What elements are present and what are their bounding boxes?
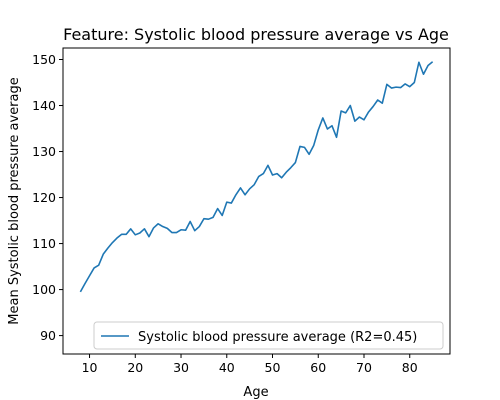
x-axis-label: Age <box>243 385 268 400</box>
y-tick-label: 140 <box>32 98 56 113</box>
series-line <box>79 61 434 293</box>
y-tick-label: 110 <box>32 236 56 251</box>
x-tick-label: 10 <box>82 360 98 375</box>
legend-label: Systolic blood pressure average (R2=0.45… <box>138 330 417 345</box>
x-tick-label: 70 <box>356 360 372 375</box>
x-tick-label: 80 <box>402 360 418 375</box>
y-tick-label: 100 <box>32 282 56 297</box>
series-layer <box>79 61 434 293</box>
x-tick-label: 30 <box>173 360 189 375</box>
y-tick-label: 120 <box>32 190 56 205</box>
y-tick-label: 90 <box>40 328 56 343</box>
x-tick-label: 40 <box>219 360 235 375</box>
x-axis: 10 20 30 40 50 60 70 80 <box>82 354 418 375</box>
chart-title: Feature: Systolic blood pressure average… <box>63 25 449 44</box>
x-tick-label: 50 <box>265 360 281 375</box>
y-axis: 90 100 110 120 130 140 150 <box>32 52 63 343</box>
plot-area-frame <box>62 47 451 355</box>
y-axis-label: Mean Systolic blood pressure average <box>7 77 22 324</box>
y-tick-label: 150 <box>32 52 56 67</box>
legend-box <box>93 321 444 350</box>
x-tick-label: 60 <box>310 360 326 375</box>
legend: Systolic blood pressure average (R2=0.45… <box>93 321 444 350</box>
x-tick-label: 20 <box>127 360 143 375</box>
y-tick-label: 130 <box>32 144 56 159</box>
